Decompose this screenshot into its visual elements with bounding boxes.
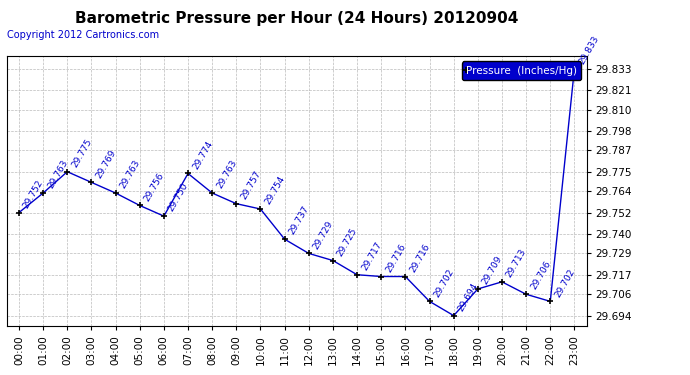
- Text: 29.769: 29.769: [95, 148, 118, 180]
- Pressure  (Inches/Hg): [87, 180, 95, 184]
- Pressure  (Inches/Hg): [184, 171, 192, 176]
- Pressure  (Inches/Hg): [353, 273, 362, 277]
- Text: 29.763: 29.763: [46, 159, 70, 190]
- Pressure  (Inches/Hg): [111, 191, 120, 195]
- Text: 29.694: 29.694: [457, 281, 480, 313]
- Text: 29.702: 29.702: [553, 267, 577, 298]
- Pressure  (Inches/Hg): [39, 191, 47, 195]
- Text: 29.706: 29.706: [529, 260, 553, 291]
- Pressure  (Inches/Hg): [135, 203, 144, 208]
- Text: 29.752: 29.752: [22, 178, 46, 210]
- Text: 29.737: 29.737: [288, 205, 311, 236]
- Text: 29.750: 29.750: [167, 182, 190, 213]
- Pressure  (Inches/Hg): [232, 201, 240, 206]
- Pressure  (Inches/Hg): [546, 299, 555, 304]
- Pressure  (Inches/Hg): [570, 66, 578, 71]
- Text: 29.757: 29.757: [239, 169, 263, 201]
- Text: 29.729: 29.729: [312, 219, 335, 251]
- Text: 29.756: 29.756: [143, 171, 166, 202]
- Text: 29.763: 29.763: [119, 159, 142, 190]
- Text: 29.702: 29.702: [433, 267, 456, 298]
- Pressure  (Inches/Hg): [522, 292, 530, 297]
- Text: 29.763: 29.763: [215, 159, 239, 190]
- Pressure  (Inches/Hg): [473, 287, 482, 291]
- Text: 29.775: 29.775: [70, 137, 94, 169]
- Text: 29.774: 29.774: [191, 139, 215, 171]
- Pressure  (Inches/Hg): [63, 170, 72, 174]
- Pressure  (Inches/Hg): [425, 299, 433, 304]
- Text: 29.725: 29.725: [336, 226, 359, 258]
- Pressure  (Inches/Hg): [257, 207, 265, 211]
- Text: Barometric Pressure per Hour (24 Hours) 20120904: Barometric Pressure per Hour (24 Hours) …: [75, 11, 518, 26]
- Line: Pressure  (Inches/Hg): Pressure (Inches/Hg): [15, 65, 578, 319]
- Pressure  (Inches/Hg): [280, 237, 288, 242]
- Pressure  (Inches/Hg): [208, 191, 217, 195]
- Text: 29.713: 29.713: [505, 247, 529, 279]
- Text: 29.716: 29.716: [408, 242, 432, 274]
- Text: 29.709: 29.709: [481, 254, 504, 286]
- Pressure  (Inches/Hg): [377, 274, 385, 279]
- Text: 29.754: 29.754: [264, 175, 287, 206]
- Pressure  (Inches/Hg): [450, 314, 458, 318]
- Pressure  (Inches/Hg): [15, 210, 23, 215]
- Text: Copyright 2012 Cartronics.com: Copyright 2012 Cartronics.com: [7, 30, 159, 40]
- Pressure  (Inches/Hg): [329, 258, 337, 263]
- Pressure  (Inches/Hg): [498, 280, 506, 284]
- Pressure  (Inches/Hg): [402, 274, 410, 279]
- Legend: Pressure  (Inches/Hg): Pressure (Inches/Hg): [462, 62, 581, 80]
- Pressure  (Inches/Hg): [159, 214, 168, 218]
- Pressure  (Inches/Hg): [304, 251, 313, 256]
- Text: 29.717: 29.717: [360, 240, 384, 272]
- Text: 29.716: 29.716: [384, 242, 408, 274]
- Text: 29.833: 29.833: [578, 34, 601, 66]
